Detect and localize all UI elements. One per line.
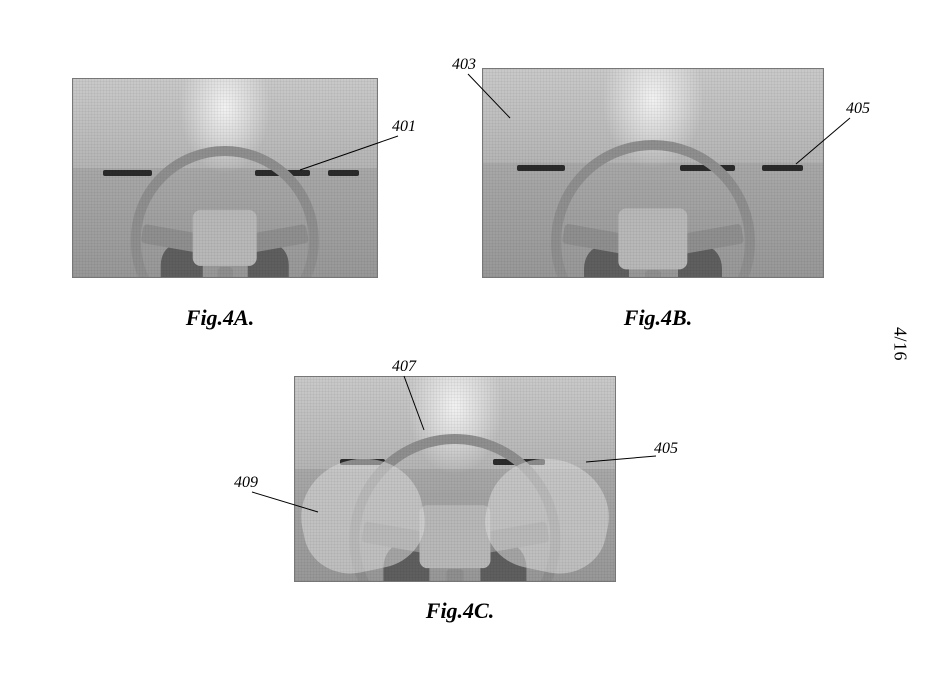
callout-label-405b: 405: [654, 440, 678, 458]
callout-label-401: 401: [392, 118, 416, 136]
wheel-spoke: [645, 270, 661, 278]
figure-4a-image: [72, 78, 378, 278]
figure-4c-image: [294, 376, 616, 582]
callout-label-409: 409: [234, 474, 258, 492]
figure-4c: [294, 376, 614, 580]
dash-vent: [328, 170, 358, 176]
callout-label-403: 403: [452, 56, 476, 74]
steering-wheel: [551, 140, 755, 278]
wheel-hub: [419, 505, 491, 568]
callout-label-405: 405: [846, 100, 870, 118]
dash-vent: [762, 165, 803, 171]
figure-4a: [72, 78, 376, 276]
page-number: 4/16: [889, 326, 910, 360]
figure-4c-caption: Fig.4C.: [400, 598, 520, 624]
figure-4a-caption: Fig.4A.: [160, 305, 280, 331]
figure-4b: [482, 68, 822, 276]
wheel-spoke: [447, 569, 464, 582]
figure-4b-image: [482, 68, 824, 278]
wheel-hub: [193, 209, 257, 266]
callout-label-407: 407: [392, 358, 416, 376]
figure-4b-caption: Fig.4B.: [598, 305, 718, 331]
steering-wheel: [131, 146, 319, 278]
wheel-spoke: [217, 267, 232, 278]
wheel-hub: [618, 208, 687, 269]
